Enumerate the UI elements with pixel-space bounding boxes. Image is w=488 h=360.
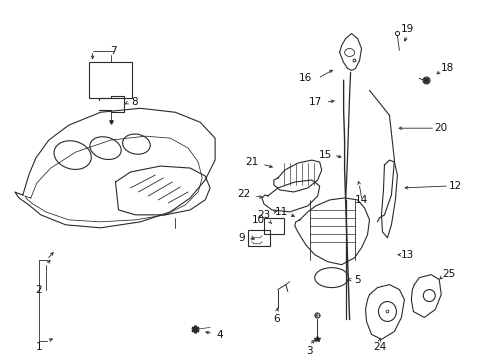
Text: 5: 5 [353, 275, 360, 285]
Text: 15: 15 [318, 150, 332, 160]
Text: 9: 9 [238, 233, 245, 243]
Text: 24: 24 [372, 342, 386, 352]
Text: 19: 19 [400, 24, 413, 33]
Text: 25: 25 [442, 269, 455, 279]
Text: 17: 17 [308, 97, 322, 107]
Text: 12: 12 [447, 181, 461, 191]
Text: 14: 14 [354, 195, 367, 205]
Text: 7: 7 [110, 45, 117, 55]
Text: 4: 4 [216, 330, 223, 341]
Text: 20: 20 [434, 123, 447, 133]
Text: 8: 8 [131, 97, 138, 107]
Text: 13: 13 [400, 250, 413, 260]
Text: 2: 2 [36, 284, 42, 294]
Text: 11: 11 [275, 207, 288, 217]
Text: 3: 3 [306, 346, 312, 356]
Text: 23: 23 [257, 210, 270, 220]
Text: 6: 6 [273, 314, 280, 324]
Text: 22: 22 [237, 189, 250, 199]
Text: 10: 10 [251, 215, 264, 225]
Text: 16: 16 [299, 73, 312, 84]
Text: 21: 21 [245, 157, 258, 167]
Text: 1: 1 [36, 342, 42, 352]
Text: 18: 18 [440, 63, 453, 73]
